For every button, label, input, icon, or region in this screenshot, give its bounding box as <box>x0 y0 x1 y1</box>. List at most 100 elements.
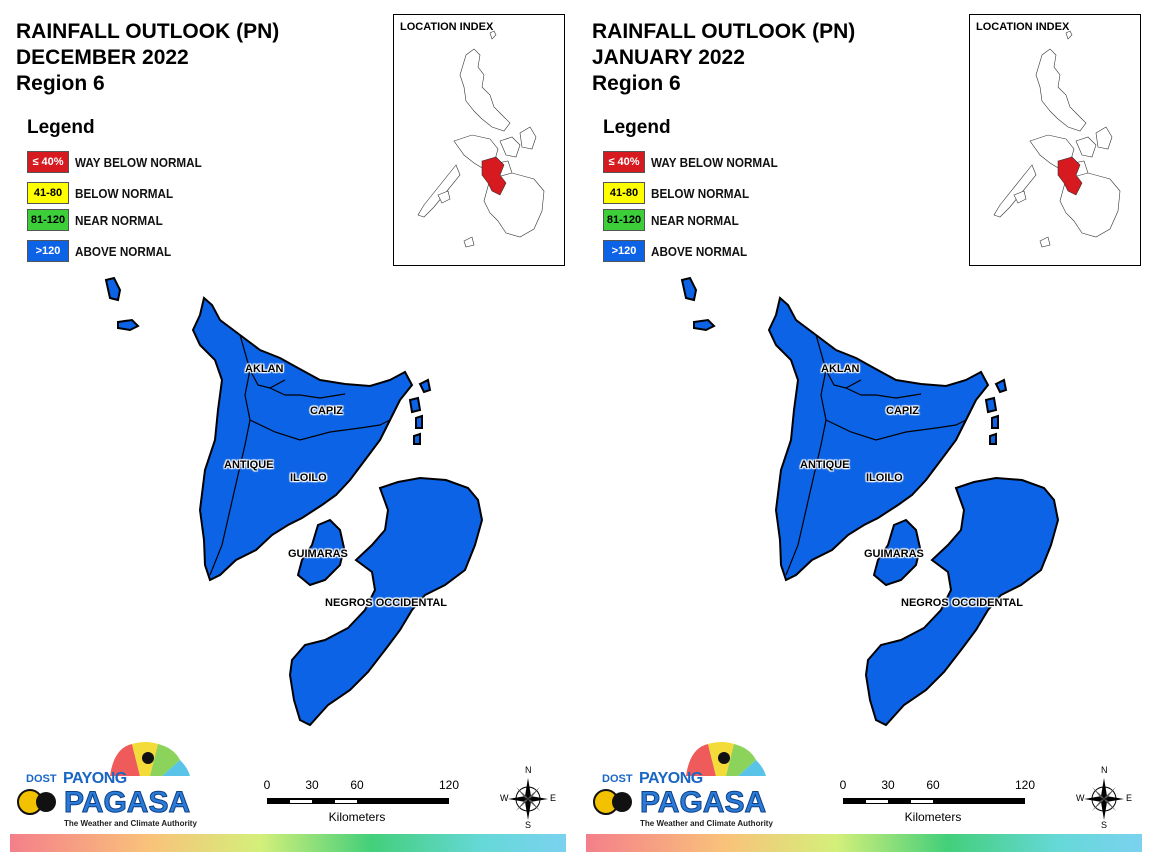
title-line-2: JANUARY 2022 <box>592 46 745 69</box>
aklan-boundary <box>815 334 862 389</box>
compass-s: S <box>525 820 532 830</box>
compass-s: S <box>1101 820 1108 830</box>
logo-payong-text: PAYONG <box>639 770 703 787</box>
province-label-negros-occidental: NEGROS OCCIDENTAL <box>901 597 1024 609</box>
province-label-aklan: AKLAN <box>821 363 860 375</box>
region-6-map <box>680 276 1060 727</box>
scale-tick-label: 120 <box>438 778 460 792</box>
legend-title: Legend <box>603 117 671 138</box>
compass-w: W <box>1076 793 1085 803</box>
location-index-inset: LOCATION INDEX <box>969 14 1141 266</box>
capiz-boundary <box>249 419 391 441</box>
outlook-panel-january: RAINFALL OUTLOOK (PN) JANUARY 2022 Regio… <box>576 0 1152 864</box>
guimaras-island <box>296 518 346 587</box>
legend-label: BELOW NORMAL <box>75 186 174 201</box>
north-arrow: N S W E <box>1074 765 1134 832</box>
legend-label: NEAR NORMAL <box>651 213 739 228</box>
compass-n: N <box>1101 765 1108 775</box>
scale-tick-label: 120 <box>1014 778 1036 792</box>
province-label-aklan: AKLAN <box>245 363 284 375</box>
legend-label: WAY BELOW NORMAL <box>651 155 778 170</box>
legend-label: BELOW NORMAL <box>651 186 750 201</box>
logo-tagline: The Weather and Climate Authority <box>64 819 197 828</box>
legend-swatch: >120 <box>27 240 69 262</box>
outlook-panel-december: RAINFALL OUTLOOK (PN) DECEMBER 2022 Regi… <box>10 14 566 852</box>
island-caluya <box>680 276 698 302</box>
logo-pagasa-text: PAGASA <box>639 786 767 820</box>
negros-occidental-island <box>288 476 484 727</box>
scale-bar: 0 30 60 120 Kilometers <box>838 778 1038 828</box>
capiz-boundary <box>825 419 967 441</box>
legend-swatch: 41-80 <box>603 182 645 204</box>
scale-tick-label: 30 <box>305 778 319 792</box>
philippines-outline-map <box>993 30 1121 248</box>
compass-rose-icon <box>508 778 548 820</box>
pagasa-logo: DOST PAYONG PAGASA The Weather and Clima… <box>592 740 773 832</box>
negros-occidental-island <box>864 476 1060 727</box>
pagasa-logo: DOST PAYONG PAGASA The Weather and Clima… <box>16 740 197 832</box>
scale-bar-graphic <box>267 798 449 804</box>
legend-swatch: 81-120 <box>603 209 645 231</box>
logo-pagasa-text: PAGASA <box>63 786 191 820</box>
region-6-highlight <box>481 156 507 196</box>
region-6-highlight <box>1057 156 1083 196</box>
island-semirara <box>693 318 716 332</box>
scale-units-label: Kilometers <box>328 810 386 824</box>
scale-tick-label: 30 <box>881 778 895 792</box>
title-line-2: DECEMBER 2022 <box>16 46 189 69</box>
legend-label: ABOVE NORMAL <box>651 244 748 259</box>
legend-swatch: >120 <box>603 240 645 262</box>
title-line-1: RAINFALL OUTLOOK (PN) <box>592 20 856 43</box>
philippines-outline-map <box>417 30 545 248</box>
title-line-3: Region 6 <box>592 72 681 95</box>
scale-tick-label: 60 <box>926 778 940 792</box>
title-line-1: RAINFALL OUTLOOK (PN) <box>16 20 280 43</box>
province-label-iloilo: ILOILO <box>290 472 327 484</box>
province-label-guimaras: GUIMARAS <box>864 548 924 560</box>
scale-tick-label: 0 <box>263 778 271 792</box>
logo-dost-text: DOST <box>602 773 633 785</box>
scale-tick-label: 60 <box>350 778 364 792</box>
compass-w: W <box>500 793 509 803</box>
aklan-capiz-boundary <box>845 387 922 399</box>
province-label-antique: ANTIQUE <box>224 459 274 471</box>
location-index-inset: LOCATION INDEX <box>393 14 565 266</box>
legend-swatch: ≤ 40% <box>27 151 69 173</box>
legend-label: ABOVE NORMAL <box>75 244 172 259</box>
province-label-capiz: CAPIZ <box>310 405 343 417</box>
province-label-capiz: CAPIZ <box>886 405 919 417</box>
guimaras-island <box>872 518 922 587</box>
province-label-iloilo: ILOILO <box>866 472 903 484</box>
map-title: RAINFALL OUTLOOK (PN) DECEMBER 2022 Regi… <box>16 19 279 97</box>
legend-label: NEAR NORMAL <box>75 213 163 228</box>
logo-payong-text: PAYONG <box>63 770 127 787</box>
compass-n: N <box>525 765 532 775</box>
island-caluya <box>104 276 122 302</box>
aklan-boundary <box>239 334 286 389</box>
scale-bar-graphic <box>843 798 1025 804</box>
province-label-negros-occidental: NEGROS OCCIDENTAL <box>325 597 448 609</box>
footer-color-band <box>10 834 566 852</box>
compass-e: E <box>1126 793 1133 803</box>
scale-units-label: Kilometers <box>904 810 962 824</box>
umbrella-icon <box>17 742 190 815</box>
compass-e: E <box>550 793 557 803</box>
scale-bar: 0 30 60 120 Kilometers <box>262 778 462 828</box>
legend-swatch: ≤ 40% <box>603 151 645 173</box>
map-title: RAINFALL OUTLOOK (PN) JANUARY 2022 Regio… <box>592 19 855 97</box>
legend-title: Legend <box>27 117 95 138</box>
legend-label: WAY BELOW NORMAL <box>75 155 202 170</box>
scale-tick-label: 0 <box>839 778 847 792</box>
inset-title: LOCATION INDEX <box>400 21 494 33</box>
umbrella-icon <box>593 742 766 815</box>
legend-swatch: 41-80 <box>27 182 69 204</box>
province-label-antique: ANTIQUE <box>800 459 850 471</box>
region-6-map <box>104 276 484 727</box>
island-semirara <box>117 318 140 332</box>
legend-swatch: 81-120 <box>27 209 69 231</box>
antique-boundary <box>209 369 251 576</box>
logo-dost-text: DOST <box>26 773 57 785</box>
title-line-3: Region 6 <box>16 72 105 95</box>
province-label-guimaras: GUIMARAS <box>288 548 348 560</box>
footer-color-band <box>586 834 1142 852</box>
